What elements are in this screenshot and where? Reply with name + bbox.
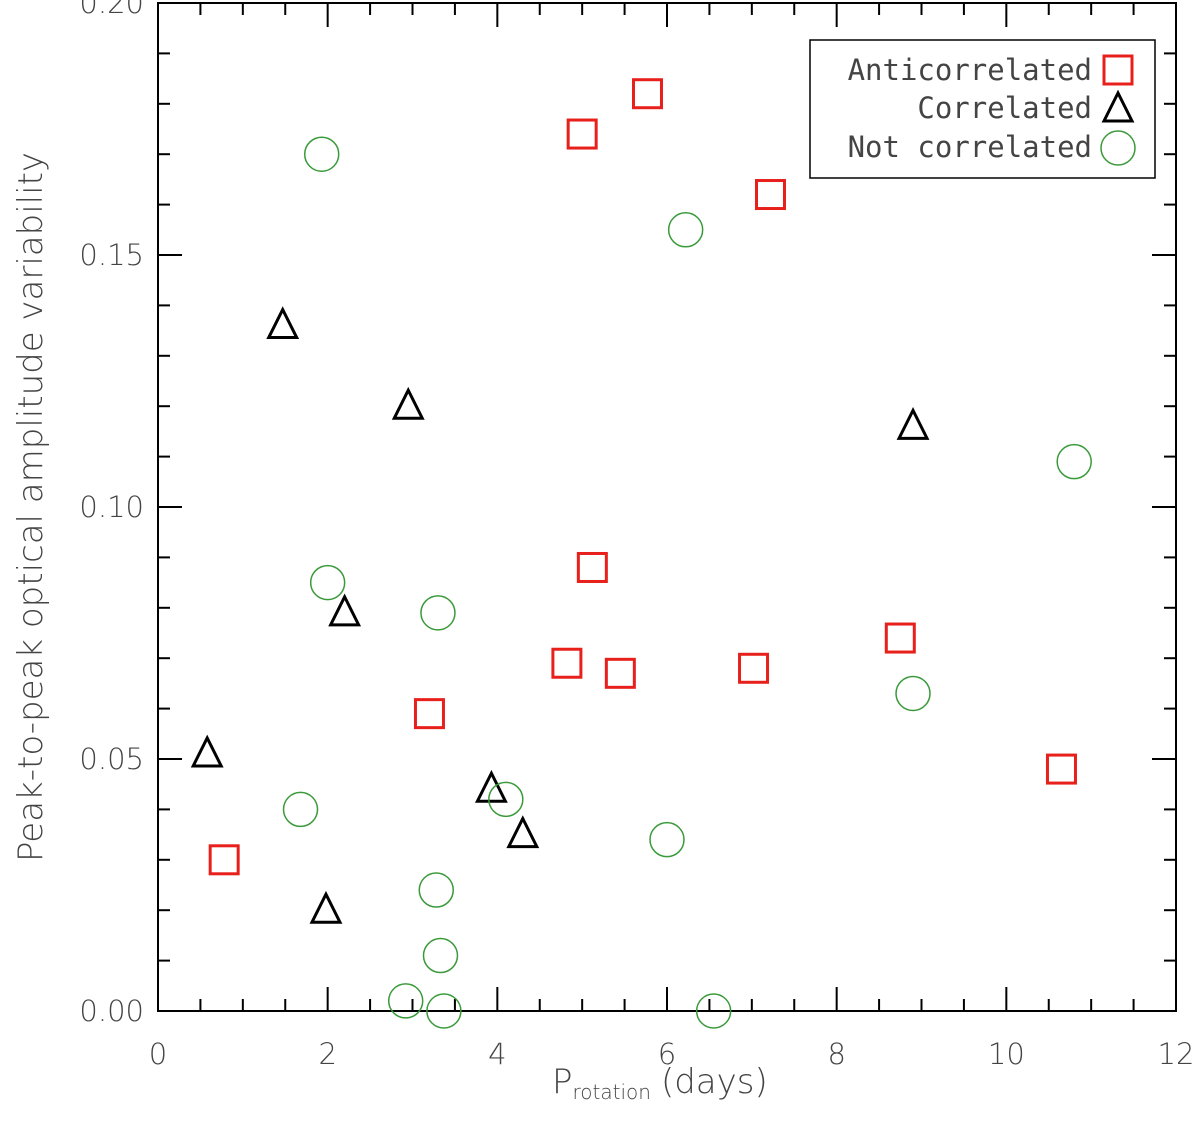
circle-point bbox=[387, 983, 424, 1019]
circle-point bbox=[488, 781, 524, 818]
legend-label-not-correlated: Not correlated bbox=[848, 130, 1092, 164]
triangle-point bbox=[896, 407, 930, 440]
x-axis-label: Protation (days) bbox=[552, 1062, 768, 1104]
circle-point bbox=[282, 791, 319, 828]
x-axis-label-main: P bbox=[552, 1062, 573, 1102]
x-tick-label: 0 bbox=[149, 1037, 167, 1071]
legend-label-correlated: Correlated bbox=[917, 91, 1092, 125]
circle-point bbox=[695, 993, 732, 1029]
triangle-point bbox=[391, 386, 425, 420]
y-tick-label: 0.20 bbox=[79, 0, 144, 20]
circle-point bbox=[418, 872, 455, 908]
circle-point bbox=[1056, 443, 1092, 480]
legend-square-icon bbox=[1102, 54, 1134, 86]
x-tick-label: 10 bbox=[988, 1037, 1025, 1071]
x-tick-label: 12 bbox=[1158, 1037, 1195, 1071]
y-tick-label: 0.05 bbox=[79, 742, 144, 776]
legend: Anticorrelated Correlated Not correlated bbox=[809, 39, 1156, 179]
x-axis-label-suffix: (days) bbox=[661, 1062, 768, 1102]
triangle-point bbox=[328, 593, 362, 627]
y-tick-label: 0.00 bbox=[79, 994, 144, 1028]
square-point bbox=[566, 118, 598, 150]
triangle-point bbox=[474, 769, 508, 803]
square-point bbox=[551, 647, 583, 679]
axis-ticks bbox=[157, 2, 1177, 1012]
circle-point bbox=[420, 595, 456, 631]
triangle-point bbox=[190, 734, 224, 768]
triangle-point bbox=[506, 815, 540, 849]
triangle-point bbox=[309, 890, 343, 924]
circle-point bbox=[667, 212, 704, 248]
square-point bbox=[413, 698, 445, 730]
circle-point bbox=[426, 993, 462, 1029]
circle-point bbox=[895, 675, 931, 712]
y-tick-label: 0.15 bbox=[79, 238, 144, 272]
square-point bbox=[738, 652, 770, 684]
square-point bbox=[884, 622, 916, 654]
square-point bbox=[576, 551, 608, 583]
y-tick-label: 0.10 bbox=[79, 490, 144, 524]
circle-point bbox=[303, 136, 340, 172]
square-point bbox=[631, 78, 663, 110]
axis-tick-labels: 0 2 4 6 8 10 12 0.00 0.05 0.10 0.15 0.20 bbox=[79, 0, 1194, 1071]
legend-box bbox=[809, 39, 1156, 179]
legend-triangle-icon bbox=[1101, 89, 1135, 123]
legend-markers bbox=[1100, 54, 1136, 166]
data-points bbox=[190, 78, 1092, 1029]
circle-point bbox=[422, 937, 459, 974]
square-point bbox=[604, 657, 636, 689]
square-point bbox=[208, 844, 240, 876]
circle-point bbox=[649, 821, 685, 858]
x-tick-label: 2 bbox=[318, 1037, 336, 1071]
legend-circle-icon bbox=[1100, 130, 1136, 166]
x-tick-label: 6 bbox=[658, 1037, 676, 1071]
triangle-point bbox=[266, 306, 300, 340]
circle-point bbox=[309, 564, 346, 601]
x-tick-label: 4 bbox=[488, 1037, 506, 1071]
x-tick-label: 8 bbox=[827, 1037, 845, 1071]
square-point bbox=[754, 179, 786, 211]
y-axis-label: Peak-to-peak optical amplitude variabili… bbox=[11, 152, 51, 862]
x-axis-label-subscript: rotation bbox=[573, 1080, 651, 1104]
legend-label-anticorrelated: Anticorrelated bbox=[848, 53, 1092, 87]
square-point bbox=[1045, 753, 1077, 785]
